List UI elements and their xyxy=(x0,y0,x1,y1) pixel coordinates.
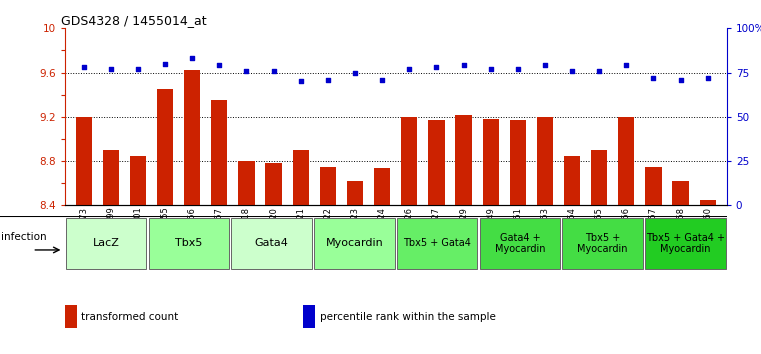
Text: LacZ: LacZ xyxy=(93,238,119,249)
Text: percentile rank within the sample: percentile rank within the sample xyxy=(320,312,495,322)
Text: infection: infection xyxy=(2,232,47,242)
Point xyxy=(539,63,551,68)
Bar xyxy=(103,150,119,205)
Bar xyxy=(75,117,92,205)
Bar xyxy=(510,120,526,205)
Point xyxy=(78,64,90,70)
Bar xyxy=(314,218,395,269)
Bar xyxy=(320,167,336,205)
Bar xyxy=(266,163,282,205)
Text: Tbx5 + Gata4: Tbx5 + Gata4 xyxy=(403,238,471,249)
Bar xyxy=(130,155,146,205)
Text: Gata4 +
Myocardin: Gata4 + Myocardin xyxy=(495,233,545,254)
Bar xyxy=(428,120,444,205)
Text: GDS4328 / 1455014_at: GDS4328 / 1455014_at xyxy=(62,14,207,27)
Point xyxy=(376,77,388,82)
Bar xyxy=(562,218,643,269)
Point xyxy=(295,79,307,84)
Text: transformed count: transformed count xyxy=(81,312,179,322)
Text: Tbx5 + Gata4 +
Myocardin: Tbx5 + Gata4 + Myocardin xyxy=(646,233,725,254)
Point xyxy=(566,68,578,74)
Point xyxy=(349,70,361,75)
Text: Gata4: Gata4 xyxy=(255,238,288,249)
Bar xyxy=(396,218,477,269)
Point xyxy=(648,75,660,81)
Point xyxy=(403,66,416,72)
Point xyxy=(511,66,524,72)
Bar xyxy=(212,100,228,205)
Point xyxy=(674,77,686,82)
Text: Tbx5: Tbx5 xyxy=(175,238,202,249)
Point xyxy=(132,66,144,72)
Bar xyxy=(184,70,200,205)
Point xyxy=(457,63,470,68)
Point xyxy=(213,63,225,68)
Bar xyxy=(65,305,77,329)
Text: Myocardin: Myocardin xyxy=(326,238,384,249)
Text: Tbx5 +
Myocardin: Tbx5 + Myocardin xyxy=(578,233,628,254)
Bar xyxy=(374,168,390,205)
Bar xyxy=(455,115,472,205)
Bar xyxy=(238,161,255,205)
Bar xyxy=(482,119,498,205)
Bar xyxy=(231,218,312,269)
Point xyxy=(702,75,714,81)
Point xyxy=(268,68,280,74)
Bar xyxy=(347,181,363,205)
Bar xyxy=(65,218,146,269)
Bar xyxy=(673,181,689,205)
Point xyxy=(322,77,334,82)
Point xyxy=(105,66,117,72)
Point xyxy=(159,61,171,67)
Point xyxy=(240,68,253,74)
Point xyxy=(620,63,632,68)
Bar xyxy=(564,155,580,205)
Bar xyxy=(537,117,553,205)
Bar xyxy=(591,150,607,205)
Bar xyxy=(645,167,661,205)
Bar xyxy=(645,218,726,269)
Point xyxy=(430,64,442,70)
Bar xyxy=(157,89,174,205)
Bar xyxy=(479,218,560,269)
Bar xyxy=(618,117,635,205)
Bar xyxy=(148,218,229,269)
Bar xyxy=(699,200,716,205)
Point xyxy=(485,66,497,72)
Point xyxy=(186,56,199,61)
Bar xyxy=(293,150,309,205)
Bar xyxy=(303,305,315,329)
Bar xyxy=(401,117,418,205)
Point xyxy=(593,68,605,74)
